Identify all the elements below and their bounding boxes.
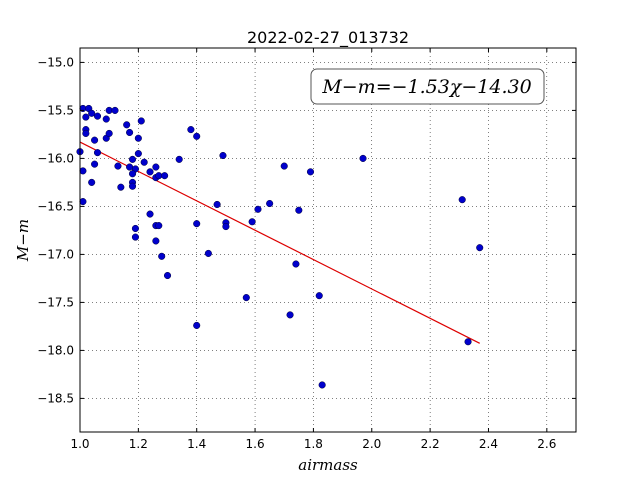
y-tick-label: −18.0: [37, 343, 74, 357]
annotation-frame: [310, 68, 545, 105]
x-tick-label: 1.0: [70, 437, 89, 451]
data-point: [187, 126, 195, 134]
data-point: [295, 206, 303, 214]
data-point: [88, 109, 96, 117]
data-point: [82, 113, 90, 121]
grid-lines: [79, 48, 576, 432]
data-point: [117, 183, 125, 191]
data-point: [458, 196, 466, 204]
y-tick-label: −15.5: [37, 103, 74, 117]
data-point: [91, 160, 99, 168]
data-point: [266, 199, 274, 208]
data-point: [248, 218, 256, 226]
x-tick-label: 2.2: [421, 437, 440, 451]
fit-line-group: [79, 141, 480, 344]
x-tick-label: 2.4: [479, 437, 498, 451]
data-point: [114, 162, 122, 170]
x-tick-label: 1.8: [304, 437, 323, 451]
data-point: [131, 224, 139, 233]
data-point: [286, 311, 294, 319]
x-tick-label: 2.6: [537, 437, 556, 451]
data-point: [93, 112, 102, 120]
data-point: [476, 244, 484, 252]
data-point: [128, 155, 137, 163]
data-point: [82, 129, 90, 137]
plot-area: [80, 48, 576, 432]
data-point: [146, 210, 154, 218]
data-points: [76, 104, 484, 389]
x-tick-label: 1.2: [129, 437, 148, 451]
x-tick-labels: 1.0 1.2 1.4 1.6 1.8 2.0 2.2 2.4 2.6: [70, 437, 556, 451]
fit-equation: M−m=−1.53χ−14.30: [321, 76, 531, 98]
plot-frame: [79, 47, 577, 433]
data-point: [140, 158, 148, 166]
data-point: [464, 338, 472, 346]
data-point: [213, 200, 221, 209]
data-point: [193, 220, 201, 228]
x-tick-label: 2.0: [362, 437, 381, 451]
x-tick-label: 1.6: [246, 437, 265, 451]
y-tick-label: −17.5: [37, 295, 74, 309]
data-point: [359, 154, 367, 162]
data-point: [193, 321, 201, 329]
y-axis-label: M−m: [14, 219, 32, 262]
x-axis-label: airmass: [298, 456, 358, 474]
data-point: [318, 381, 326, 389]
data-point: [134, 134, 142, 142]
data-point: [152, 163, 160, 171]
data-point: [222, 223, 230, 231]
data-point: [111, 106, 119, 114]
y-tick-label: −18.5: [37, 391, 74, 405]
data-point: [175, 155, 183, 163]
fit-line: [79, 141, 480, 344]
data-point: [219, 151, 227, 160]
data-point: [123, 121, 131, 129]
data-point: [158, 252, 166, 260]
data-point: [146, 168, 154, 176]
y-tick-label: −15.0: [37, 55, 74, 69]
data-point: [126, 128, 134, 137]
data-point: [306, 168, 315, 176]
data-point: [79, 198, 87, 206]
y-tick-label: −16.5: [37, 199, 74, 213]
data-point: [204, 249, 212, 257]
data-point: [91, 136, 99, 144]
data-point: [105, 129, 113, 137]
data-point: [292, 260, 300, 268]
data-point: [163, 271, 172, 280]
data-point: [155, 222, 163, 230]
data-point: [128, 182, 137, 190]
data-point: [131, 233, 139, 241]
fit-annotation-box: M−m=−1.53χ−14.30: [310, 68, 545, 105]
data-point: [280, 162, 288, 170]
y-tick-label: −17.0: [37, 247, 74, 261]
data-point: [315, 292, 323, 300]
y-tick-labels: −15.0 −15.5 −16.0 −16.5 −17.0 −17.5 −18.0 −18.5: [37, 55, 74, 405]
data-point: [102, 115, 110, 123]
data-point: [79, 167, 87, 175]
x-tick-label: 1.4: [187, 437, 206, 451]
data-point: [137, 117, 145, 125]
data-point: [193, 132, 201, 140]
data-point: [134, 150, 142, 158]
data-point: [254, 205, 262, 213]
y-tick-label: −16.0: [37, 151, 74, 165]
data-point: [161, 172, 169, 180]
axis-ticks: [79, 48, 576, 432]
data-point: [88, 178, 96, 186]
data-point: [152, 237, 160, 245]
chart-title: 2022-02-27_013732: [247, 28, 409, 48]
data-point: [128, 170, 137, 178]
data-point: [93, 149, 102, 157]
data-point: [242, 294, 250, 302]
